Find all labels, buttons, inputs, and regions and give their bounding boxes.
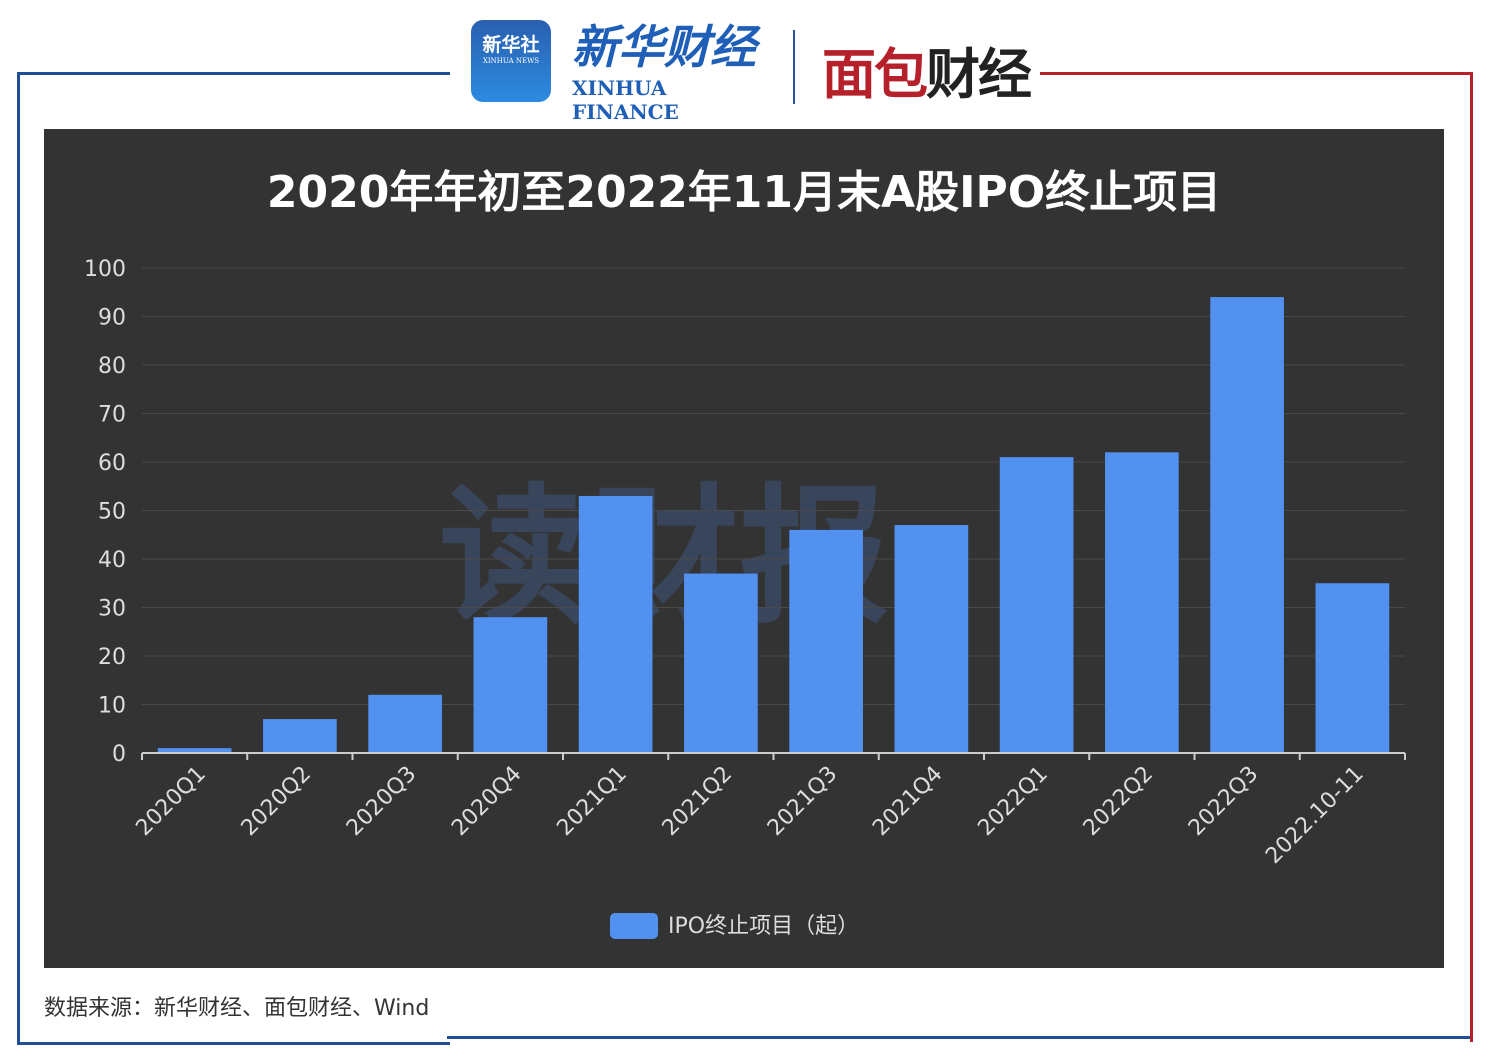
legend-label: IPO终止项目（起） [668,914,859,939]
y-tick-label: 60 [98,451,126,476]
y-tick-label: 20 [98,645,126,670]
x-tick-label: 2020Q3 [342,762,421,841]
legend-swatch [610,913,658,939]
logo-divider [793,30,795,104]
frame-right [1040,72,1473,1042]
y-tick-label: 10 [98,694,126,719]
xinhua-news-logo: 新华社 XINHUA NEWS [471,20,551,102]
frame-left [17,72,450,1045]
bar-2022.10-11 [1315,583,1390,753]
x-tick-label: 2022Q2 [1079,762,1158,841]
bar-2021Q1 [578,495,653,753]
bar-2020Q2 [263,719,337,753]
x-tick-label: 2021Q3 [763,762,842,841]
xinhua-finance-cn: 新华财经 [572,20,756,74]
bar-2020Q3 [368,694,442,753]
y-tick-label: 40 [98,548,126,573]
bar-2021Q2 [684,573,758,753]
bar-2022Q2 [1105,452,1179,753]
data-source: 数据来源：新华财经、面包财经、Wind [44,996,430,1021]
x-tick-label: 2020Q1 [131,762,210,841]
frame-bottom [447,1036,1470,1039]
chart-title: 2020年年初至2022年11月末A股IPO终止项目 [267,167,1221,218]
y-tick-label: 100 [84,257,126,282]
x-tick-label: 2021Q2 [658,762,737,841]
y-tick-label: 90 [98,306,126,331]
x-tick-label: 2021Q4 [868,762,947,841]
bar-chart: 2020年年初至2022年11月末A股IPO终止项目读财报01020304050… [44,129,1444,968]
x-tick-label: 2020Q4 [447,762,526,841]
mianbao-logo: 面包财经 [822,43,1032,106]
bar-2020Q4 [473,617,548,753]
xinhua-finance-en: XINHUA FINANCE [572,76,679,124]
y-tick-label: 0 [112,742,126,767]
y-tick-label: 50 [98,500,126,525]
y-tick-label: 30 [98,597,126,622]
bar-2022Q3 [1210,297,1284,753]
bar-2020Q1 [157,748,232,753]
x-tick-label: 2021Q1 [552,762,631,841]
x-tick-label: 2020Q2 [237,762,316,841]
y-tick-label: 70 [98,403,126,428]
bar-2022Q1 [999,457,1074,753]
y-tick-label: 80 [98,354,126,379]
x-tick-label: 2022.10-11 [1261,762,1368,869]
bar-2021Q4 [894,525,969,753]
x-tick-label: 2022Q1 [973,762,1052,841]
bar-2021Q3 [789,529,863,753]
x-tick-label: 2022Q3 [1184,762,1263,841]
xinhua-finance-logo: 新华财经 XINHUA FINANCE [572,18,762,124]
